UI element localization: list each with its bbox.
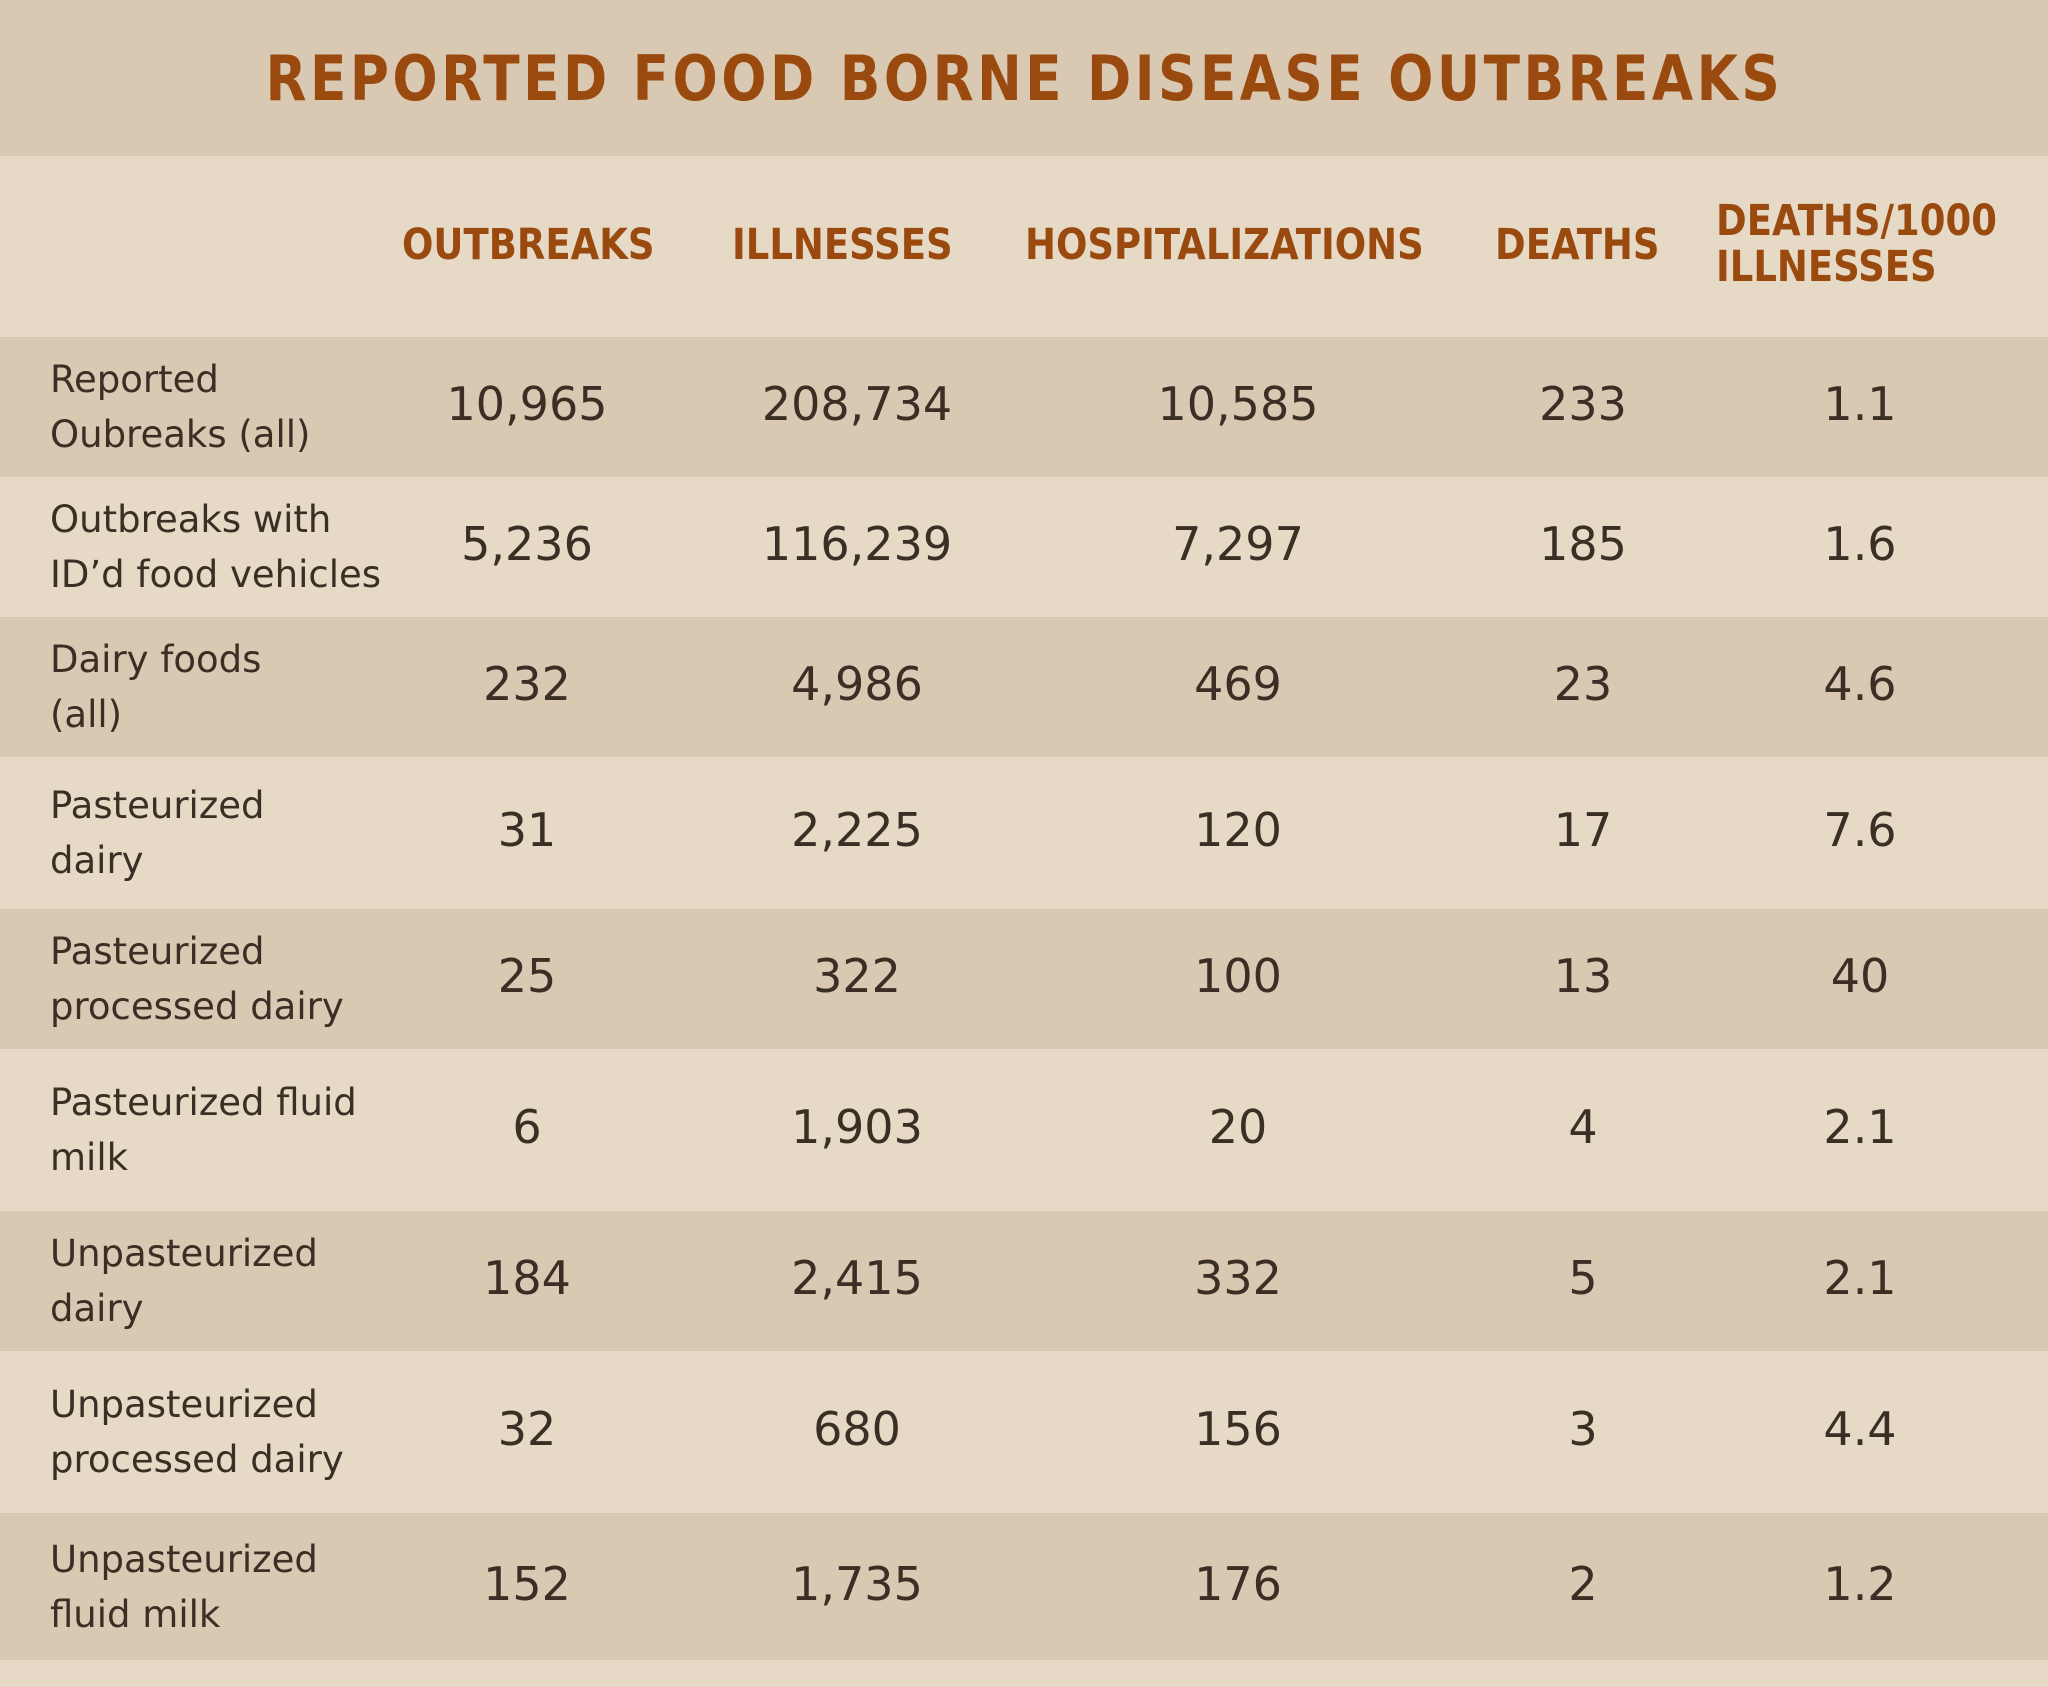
cell-deaths-per-1000: 40 xyxy=(1830,949,1890,1003)
table-row: Reported Oubreaks (all) 10,965 208,734 10,5… xyxy=(0,337,2048,477)
row-label: Unpasteurized dairy xyxy=(50,1232,318,1330)
cell-outbreaks: 32 xyxy=(497,1402,557,1456)
cell-hospitalizations: 332 xyxy=(1194,1251,1282,1305)
row-label: Outbreaks with ID’d food vehicles xyxy=(50,498,382,596)
cell-outbreaks: 25 xyxy=(497,949,557,1003)
column-header-outbreaks: OUTBREAKS xyxy=(402,220,655,270)
cell-illnesses: 2,225 xyxy=(791,803,923,857)
cell-deaths: 233 xyxy=(1539,377,1627,431)
table-row: Unpasteurized processed dairy 32 680 156 3 4.… xyxy=(0,1351,2048,1513)
column-header-deaths-per-1000-illnesses: DEATHS/1000 ILLNESSES xyxy=(1716,196,1997,292)
cell-outbreaks: 6 xyxy=(512,1100,542,1154)
title-band: REPORTED FOOD BORNE DISEASE OUTBREAKS xyxy=(0,0,2048,156)
row-label: Unpasteurized fluid milk xyxy=(50,1537,318,1636)
cell-illnesses: 4,986 xyxy=(791,657,923,711)
row-label: Unpasteurized processed dairy xyxy=(50,1383,344,1481)
cell-hospitalizations: 10,585 xyxy=(1157,377,1319,431)
table-row: Dairy foods (all) 232 4,986 469 23 4.6 xyxy=(0,617,2048,757)
cell-deaths: 5 xyxy=(1568,1251,1598,1305)
cell-deaths: 2 xyxy=(1568,1556,1598,1611)
cell-deaths: 4 xyxy=(1568,1100,1598,1154)
cell-illnesses: 680 xyxy=(813,1402,901,1456)
bottom-strip xyxy=(0,1660,2048,1687)
cell-deaths-per-1000: 1.6 xyxy=(1823,517,1897,571)
cell-illnesses: 116,239 xyxy=(761,517,953,571)
cell-illnesses: 2,415 xyxy=(791,1251,923,1305)
cell-deaths: 23 xyxy=(1553,657,1613,711)
cell-deaths-per-1000: 2.1 xyxy=(1823,1100,1897,1154)
table-title: REPORTED FOOD BORNE DISEASE OUTBREAKS xyxy=(265,41,1783,115)
cell-hospitalizations: 7,297 xyxy=(1172,517,1304,571)
table-row: Pasteurized dairy 31 2,225 120 17 7.6 xyxy=(0,757,2048,909)
cell-illnesses: 322 xyxy=(813,949,901,1003)
cell-illnesses: 1,735 xyxy=(791,1556,923,1611)
cell-outbreaks: 5,236 xyxy=(461,517,593,571)
cell-outbreaks: 232 xyxy=(483,657,571,711)
cell-hospitalizations: 120 xyxy=(1194,803,1282,857)
cell-deaths-per-1000: 1.1 xyxy=(1823,377,1897,431)
column-header-deaths: DEATHS xyxy=(1495,220,1660,270)
cell-deaths: 185 xyxy=(1539,517,1627,571)
table-row: Pasteurized processed dairy 25 322 100 13 40 xyxy=(0,909,2048,1049)
table-row: Unpasteurized dairy 184 2,415 332 5 2.1 xyxy=(0,1211,2048,1351)
cell-deaths: 3 xyxy=(1568,1402,1598,1456)
cell-deaths-per-1000: 2.1 xyxy=(1823,1251,1897,1305)
cell-deaths-per-1000: 7.6 xyxy=(1823,803,1897,857)
cell-hospitalizations: 156 xyxy=(1194,1402,1282,1456)
cell-deaths-per-1000: 4.4 xyxy=(1823,1402,1897,1456)
cell-deaths-per-1000: 1.2 xyxy=(1823,1556,1897,1611)
table-row: Outbreaks with ID’d food vehicles 5,236 11… xyxy=(0,477,2048,617)
cell-deaths: 13 xyxy=(1553,949,1613,1003)
column-header-illnesses: ILLNESSES xyxy=(732,220,953,270)
cell-outbreaks: 10,965 xyxy=(446,377,608,431)
row-label: Reported Oubreaks (all) xyxy=(50,358,311,456)
cell-hospitalizations: 469 xyxy=(1194,657,1282,711)
cell-illnesses: 1,903 xyxy=(791,1100,923,1154)
cell-hospitalizations: 20 xyxy=(1208,1100,1268,1154)
cell-deaths: 17 xyxy=(1553,803,1613,857)
column-header-hospitalizations: HOSPITALIZATIONS xyxy=(1025,220,1424,270)
cell-hospitalizations: 100 xyxy=(1194,949,1282,1003)
cell-illnesses: 208,734 xyxy=(761,377,953,431)
cell-deaths-per-1000: 4.6 xyxy=(1823,657,1897,711)
cell-outbreaks: 184 xyxy=(483,1251,571,1305)
table-header: OUTBREAKS ILLNESSES HOSPITALIZATIONS DEA… xyxy=(0,156,2048,337)
table-row: Unpasteurized fluid milk 152 1,735 176 2 1.2 xyxy=(0,1513,2048,1660)
table-row: Pasteurized fluid milk 6 1,903 20 4 2.1 xyxy=(0,1049,2048,1211)
row-label: Pasteurized fluid milk xyxy=(50,1081,357,1179)
cell-hospitalizations: 176 xyxy=(1194,1556,1282,1611)
row-label: Pasteurized dairy xyxy=(50,784,265,882)
row-label: Dairy foods (all) xyxy=(50,638,262,736)
cell-outbreaks: 31 xyxy=(497,803,557,857)
cell-outbreaks: 152 xyxy=(483,1556,571,1611)
row-label: Pasteurized processed dairy xyxy=(50,930,344,1028)
